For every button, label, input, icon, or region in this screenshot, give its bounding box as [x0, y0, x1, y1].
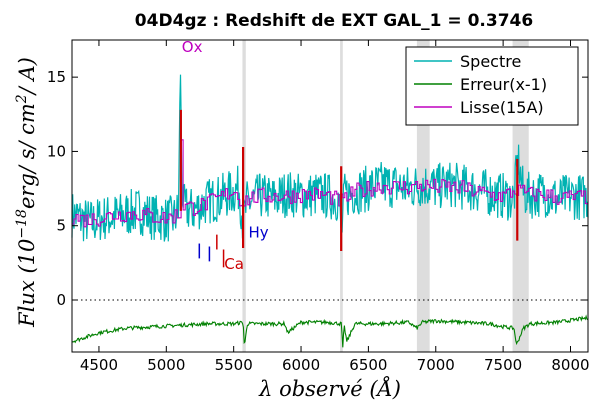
legend-box: [405, 46, 579, 126]
series-lisse-15a-: [72, 139, 588, 228]
series-layer: [71, 74, 589, 348]
y-tick-label: 0: [56, 291, 66, 309]
y-tick-label: 10: [47, 142, 66, 160]
x-tick-label: 7000: [417, 356, 455, 374]
y-label-units: erg/ s/ cm: [15, 103, 39, 209]
plot-frame: [71, 39, 589, 353]
y-axis-ticks: 0 5 10 15: [47, 68, 588, 309]
y-label-exponent: −18: [14, 209, 30, 239]
x-tick-label: 5000: [147, 356, 185, 374]
x-axis-label: λ observé (Å): [258, 376, 401, 400]
y-label-exponent-2: 2: [14, 94, 30, 104]
y-label-prefix: Flux (10: [15, 239, 39, 328]
legend-label: Lisse(15A): [460, 98, 544, 117]
annotation-ca: Ca: [224, 255, 244, 273]
y-label-end: / A): [15, 57, 39, 96]
legend-label: Spectre: [460, 52, 521, 71]
x-tick-label: 6500: [349, 356, 387, 374]
y-tick-label: 5: [56, 217, 66, 235]
y-axis-label: Flux (10−18erg/ s/ cm2/ A): [14, 57, 39, 328]
y-tick-label: 15: [47, 68, 66, 86]
annotation-ox: Ox: [182, 38, 203, 56]
line-markers: [179, 109, 519, 268]
series-erreur-x-1-: [71, 314, 589, 348]
x-tick-label: 7500: [484, 356, 522, 374]
chart-title: 04D4gz : Redshift de EXT GAL_1 = 0.3746: [135, 11, 533, 31]
x-axis-ticks: 4500 5000 5500 6000 6500 7000 7500 8000: [80, 40, 590, 374]
x-tick-label: 6000: [282, 356, 320, 374]
legend-label: Erreur(x-1): [460, 75, 547, 94]
annotation-hy: Hy: [248, 224, 268, 242]
x-tick-label: 4500: [80, 356, 118, 374]
x-tick-label: 8000: [551, 356, 589, 374]
x-tick-label: 5500: [215, 356, 253, 374]
legend: Spectre Erreur(x-1) Lisse(15A): [405, 46, 579, 126]
